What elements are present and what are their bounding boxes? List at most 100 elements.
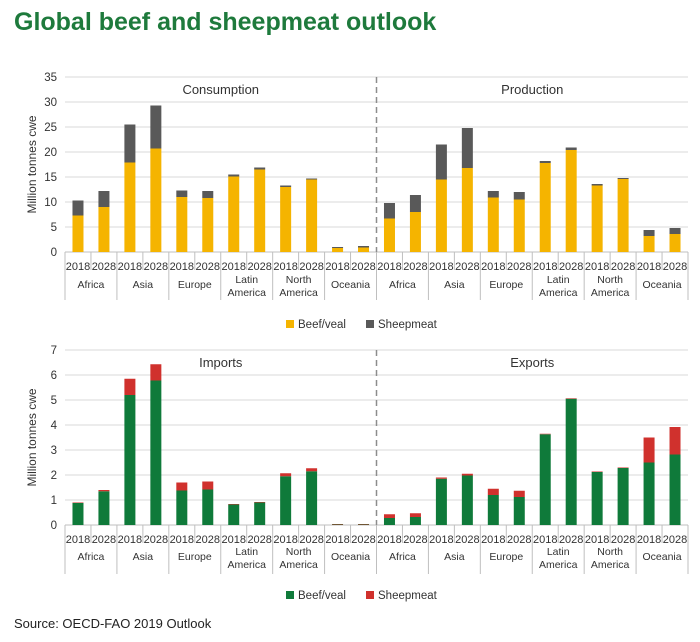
bar-exports-africa-2018-beef-veal [383, 518, 395, 525]
bar-imports-europe-2028-beef-veal [202, 489, 214, 525]
x-tick-year-exports-europe-2018: 2018 [481, 534, 505, 546]
bar-exports-latin-america-2028-sheepmeat [565, 398, 577, 399]
x-region-label-production-africa: Africa [389, 279, 416, 291]
bar-consumption-africa-2018-beef-veal [72, 215, 84, 252]
bar-exports-asia-2028-beef-veal [461, 475, 473, 525]
bar-production-north-america-2028-sheepmeat [617, 178, 629, 179]
x-tick-year-exports-oceania-2028: 2028 [663, 534, 687, 546]
bar-production-asia-2028-beef-veal [461, 168, 473, 252]
bar-consumption-latin-america-2028-sheepmeat [254, 167, 266, 170]
x-region-label-consumption-latin-america-line2: America [227, 287, 266, 299]
bar-production-latin-america-2018-beef-veal [539, 163, 551, 252]
x-region-label-consumption-north-america-line2: America [279, 287, 318, 299]
bar-imports-asia-2028-sheepmeat [150, 364, 162, 381]
x-region-label-imports-north-america-line2: America [279, 559, 318, 571]
bar-production-oceania-2018-beef-veal [643, 236, 655, 252]
bar-consumption-north-america-2018-sheepmeat [280, 185, 292, 187]
x-tick-year-imports-oceania-2028: 2028 [351, 534, 375, 546]
x-region-label-imports-latin-america-line2: America [227, 559, 266, 571]
bar-consumption-latin-america-2018-beef-veal [228, 176, 240, 252]
bar-exports-asia-2028-sheepmeat [461, 473, 473, 476]
y-tick-label-top-10: 10 [44, 197, 57, 209]
x-region-label-consumption-latin-america-line1: Latin [235, 274, 258, 286]
panel-title-exports: Exports [510, 355, 555, 370]
x-tick-year-production-latin-america-2028: 2028 [559, 261, 583, 273]
bar-imports-europe-2028-sheepmeat [202, 481, 214, 490]
x-region-label-imports-europe: Europe [178, 551, 212, 563]
x-tick-year-exports-europe-2028: 2028 [507, 534, 531, 546]
x-tick-year-production-oceania-2018: 2018 [637, 261, 661, 273]
legend-swatch-sheepmeat-top [366, 320, 374, 328]
bar-consumption-oceania-2028-beef-veal [358, 247, 370, 252]
bar-imports-asia-2018-sheepmeat [124, 378, 136, 395]
y-tick-label-bottom-4: 4 [51, 420, 58, 432]
bar-production-north-america-2018-beef-veal [591, 185, 603, 252]
bar-consumption-north-america-2018-beef-veal [280, 187, 292, 252]
x-tick-year-imports-africa-2018: 2018 [66, 534, 90, 546]
bar-consumption-north-america-2028-sheepmeat [306, 178, 318, 180]
bar-production-north-america-2018-sheepmeat [591, 184, 603, 186]
bar-imports-africa-2018-beef-veal [72, 503, 84, 525]
chart-svg-top: Million tonnes cwe 0 5 10 15 20 25 30 35 Consumpt… [25, 72, 689, 331]
x-region-label-imports-oceania: Oceania [331, 551, 370, 563]
bar-imports-africa-2028-sheepmeat [98, 490, 110, 492]
x-region-label-production-europe: Europe [489, 279, 523, 291]
bar-production-oceania-2028-sheepmeat [669, 228, 681, 234]
bar-imports-north-america-2028-sheepmeat [306, 468, 318, 472]
bar-exports-north-america-2018-sheepmeat [591, 471, 603, 472]
bar-production-asia-2018-sheepmeat [435, 144, 447, 180]
legend-label-beef-veal-bottom: Beef/veal [298, 590, 346, 602]
bar-exports-north-america-2028-sheepmeat [617, 467, 629, 468]
bar-production-europe-2028-beef-veal [513, 199, 525, 252]
legend-swatch-beef-veal-top [286, 320, 294, 328]
bar-production-asia-2018-beef-veal [435, 179, 447, 252]
x-region-label-exports-europe: Europe [489, 551, 523, 563]
x-region-label-imports-latin-america-line1: Latin [235, 546, 258, 558]
x-region-label-imports-asia: Asia [133, 551, 154, 563]
bar-imports-north-america-2018-sheepmeat [280, 473, 292, 477]
bar-consumption-asia-2028-sheepmeat [150, 105, 162, 149]
bar-imports-latin-america-2028-sheepmeat [254, 502, 266, 503]
panel-title-imports: Imports [199, 355, 243, 370]
bar-consumption-africa-2018-sheepmeat [72, 200, 84, 216]
bar-consumption-europe-2018-sheepmeat [176, 190, 188, 197]
bar-consumption-africa-2028-beef-veal [98, 207, 110, 252]
x-region-label-production-asia: Asia [444, 279, 465, 291]
bar-consumption-asia-2028-beef-veal [150, 148, 162, 252]
x-region-label-production-latin-america-line1: Latin [547, 274, 570, 286]
bar-exports-europe-2018-sheepmeat [487, 488, 499, 495]
bar-exports-north-america-2018-beef-veal [591, 472, 603, 525]
bar-exports-latin-america-2018-sheepmeat [539, 433, 551, 435]
bar-production-latin-america-2018-sheepmeat [539, 161, 551, 163]
bar-exports-oceania-2028-sheepmeat [669, 427, 681, 455]
bar-exports-europe-2028-beef-veal [513, 497, 525, 525]
bar-imports-oceania-2018-beef-veal [332, 524, 344, 525]
x-region-label-exports-latin-america-line2: America [539, 559, 578, 571]
x-tick-year-consumption-north-america-2028: 2028 [299, 261, 323, 273]
x-tick-year-production-europe-2018: 2018 [481, 261, 505, 273]
bar-consumption-oceania-2028-sheepmeat [358, 246, 370, 248]
bar-consumption-asia-2018-sheepmeat [124, 124, 136, 163]
bar-production-north-america-2028-beef-veal [617, 179, 629, 252]
legend-label-beef-veal-top: Beef/veal [298, 319, 346, 331]
bar-production-latin-america-2028-beef-veal [565, 150, 577, 252]
x-region-label-exports-asia: Asia [444, 551, 465, 563]
chart-imports-exports: Million tonnes cwe 0 1 2 3 4 5 6 7 Imports 2018 202… [20, 342, 696, 612]
x-region-label-exports-latin-america-line1: Latin [547, 546, 570, 558]
x-tick-year-exports-latin-america-2028: 2028 [559, 534, 583, 546]
x-region-label-production-north-america-line2: America [591, 287, 630, 299]
chart-consumption-production: Million tonnes cwe 0 5 10 15 20 25 30 35 Consumpt… [20, 66, 696, 334]
x-region-label-exports-oceania: Oceania [642, 551, 681, 563]
y-tick-label-bottom-6: 6 [51, 370, 57, 382]
x-region-label-exports-north-america-line2: America [591, 559, 630, 571]
x-tick-year-production-africa-2018: 2018 [377, 261, 401, 273]
bar-consumption-oceania-2018-beef-veal [332, 248, 344, 252]
bar-imports-asia-2028-beef-veal [150, 380, 162, 525]
y-tick-label-top-30: 30 [44, 97, 57, 109]
x-region-label-consumption-north-america-line1: North [286, 274, 312, 286]
bar-imports-asia-2018-beef-veal [124, 395, 136, 525]
x-tick-year-imports-asia-2028: 2028 [144, 534, 168, 546]
x-tick-year-production-oceania-2028: 2028 [663, 261, 687, 273]
x-tick-year-exports-oceania-2018: 2018 [637, 534, 661, 546]
